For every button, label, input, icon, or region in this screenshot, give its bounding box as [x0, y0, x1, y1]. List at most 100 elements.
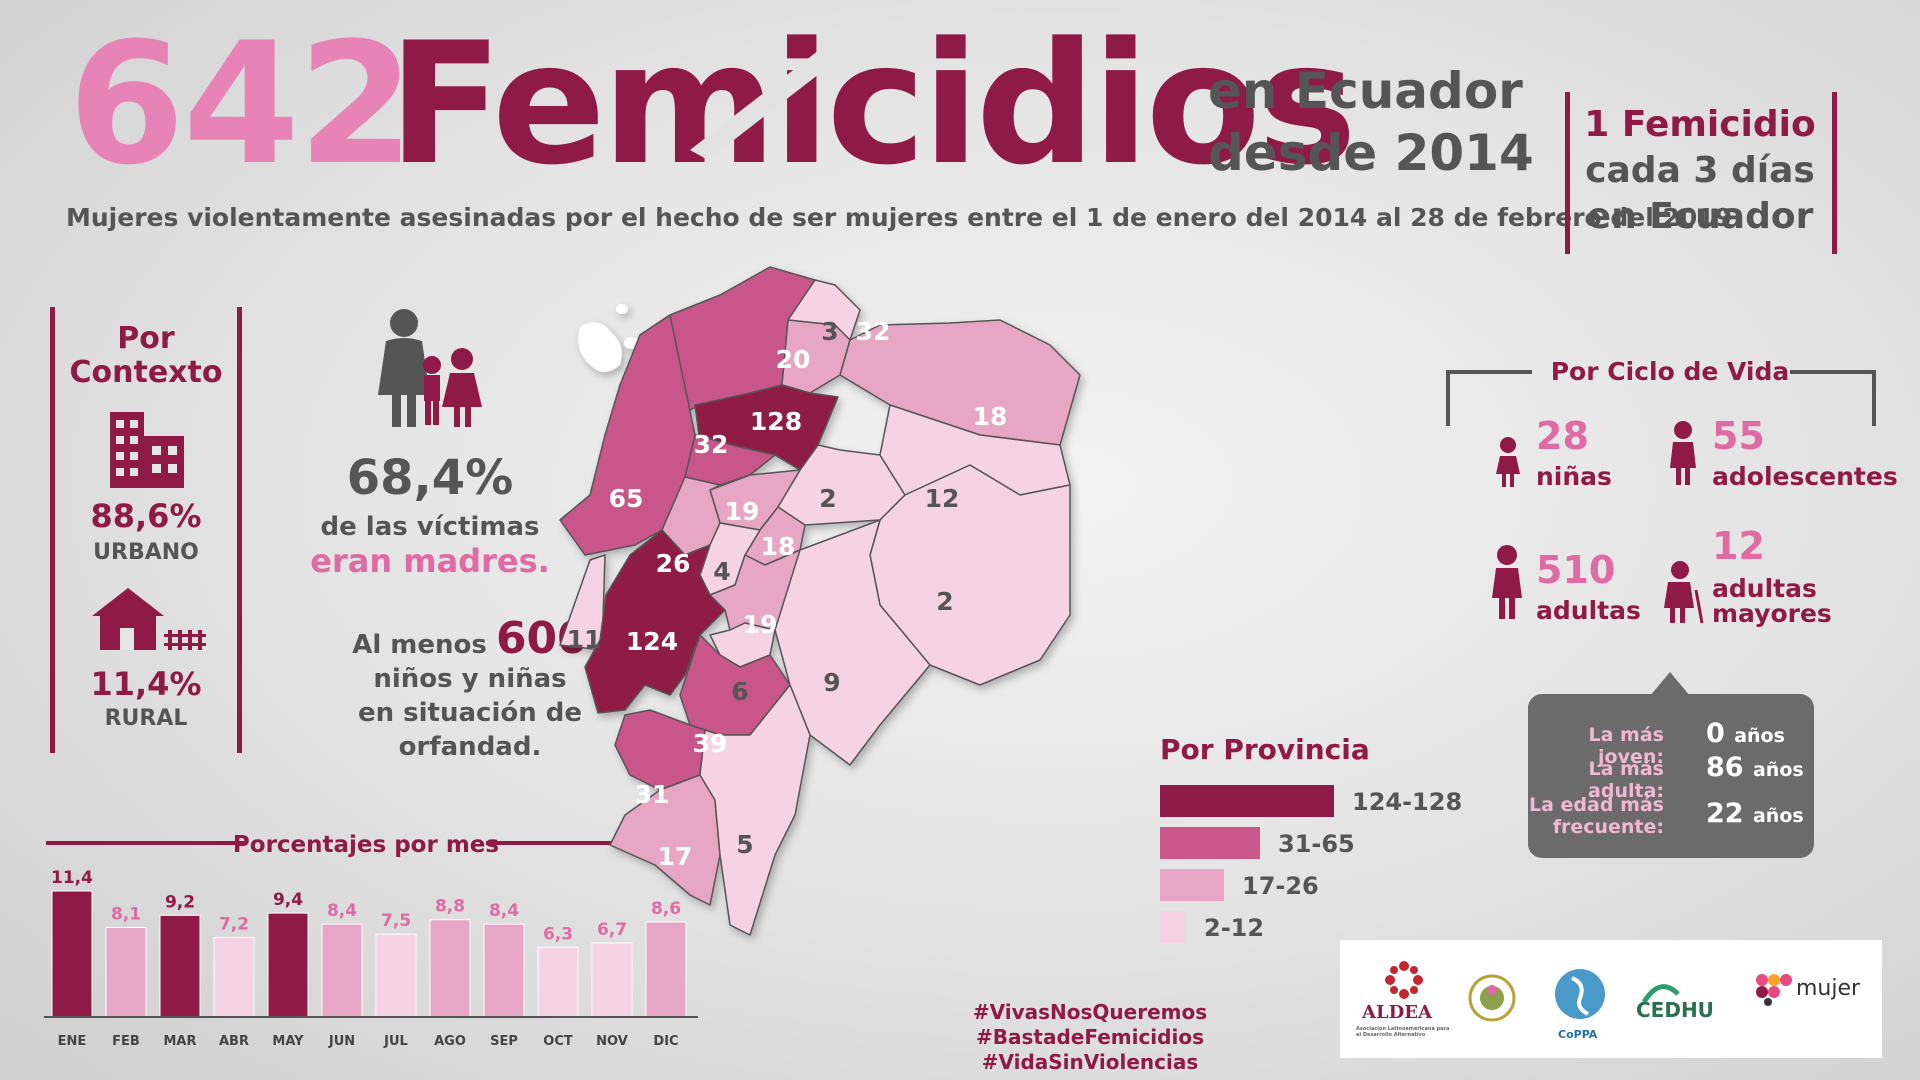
province-value-label: 19: [743, 610, 778, 639]
province-shape: [559, 314, 696, 556]
adult-icon: [1492, 545, 1522, 619]
legend-swatch: [1160, 869, 1224, 901]
province-value-label: 26: [656, 549, 691, 578]
bar-ene: [51, 890, 93, 1018]
adults-label: adultas: [1536, 596, 1641, 625]
frequent-num: 22: [1706, 798, 1744, 829]
girls-label: niñas: [1536, 462, 1612, 491]
box-pointer: [1650, 672, 1690, 696]
total-femicides: 642: [68, 6, 415, 202]
bar-value-label: 6,7: [597, 920, 627, 940]
legend-title: Por Provincia: [1160, 733, 1370, 766]
context-title-line2: Contexto: [69, 355, 223, 390]
bar-value-label: 6,3: [543, 924, 573, 944]
monthly-bar-chart: 11,4 ENE 8,1 FEB 9,2 MAR 7,2 ABR 9,4 MAY 8,4 JUN 7,5…: [44, 868, 698, 1049]
mothers-pct: 68,4%: [346, 450, 514, 506]
month-tick-label: MAR: [163, 1034, 196, 1049]
mothers-line2: eran madres.: [310, 542, 550, 580]
bar-mar: [159, 914, 201, 1018]
aldea-logo-subtitle: Asociación Latinoamericana para el Desar…: [1356, 1026, 1450, 1038]
teen-icon: [1670, 421, 1696, 485]
organization-logo-icon: [1468, 974, 1516, 1022]
month-tick-label: JUN: [328, 1034, 355, 1049]
elderly-label-line2: mayores: [1712, 599, 1832, 628]
month-tick-label: ENE: [58, 1034, 87, 1049]
legend-label: 2-12: [1204, 914, 1265, 942]
coppa-logo-text: CoPPA: [1558, 1028, 1598, 1041]
province-shape: [584, 529, 726, 714]
orphan-line2: niños y niñas: [373, 664, 567, 694]
bar-abr: [213, 936, 255, 1018]
bar-value-label: 7,5: [381, 911, 411, 931]
legend-swatch: [1160, 827, 1260, 859]
bar-value-label: 9,2: [165, 892, 195, 912]
rate-line3: en Ecuador: [1586, 196, 1814, 237]
province-value-label: 2: [819, 484, 836, 513]
orphan-line3: en situación de orfandad.: [357, 698, 583, 762]
province-value-label: 19: [725, 497, 760, 526]
hashtags-line1: #VivasNosQueremos #BastadeFemicidios: [972, 1000, 1208, 1049]
province-value-label: 6: [731, 677, 748, 706]
legend-swatch: [1160, 911, 1186, 943]
hashtags: #VivasNosQueremos #BastadeFemicidios #Vi…: [880, 1000, 1300, 1075]
month-tick-label: NOV: [596, 1034, 628, 1049]
legend-label: 31-65: [1278, 830, 1355, 858]
frequent-value: 22 años: [1706, 798, 1804, 829]
age-unit: años: [1734, 725, 1785, 747]
province-value-label: 9: [823, 668, 840, 697]
province-value-label: 20: [776, 345, 811, 374]
headline-word: Femicidios: [388, 6, 1357, 202]
rate-line1: 1 Femicidio: [1584, 104, 1816, 145]
subtitle-line1: en Ecuador: [1208, 62, 1523, 120]
rural-pct: 11,4%: [90, 665, 202, 703]
province-value-label: 32: [856, 317, 891, 346]
legend-label: 124-128: [1352, 788, 1463, 816]
age-unit: años: [1752, 759, 1804, 781]
building-icon: [110, 412, 184, 488]
province-value-label: 4: [713, 557, 730, 586]
month-tick-label: JUL: [383, 1034, 408, 1049]
mother-children-icon: [378, 309, 482, 427]
province-value-label: 5: [736, 830, 753, 859]
girl-icon: [1496, 437, 1520, 487]
oldest-value: 86 años: [1706, 752, 1804, 783]
bar-oct: [537, 946, 579, 1018]
teens-num: 55: [1712, 414, 1765, 458]
bar-value-label: 8,4: [489, 901, 519, 921]
life-cycle-bracket: [1446, 370, 1876, 426]
rate-block: 1 Femicidio cada 3 días en Ecuador: [1582, 102, 1818, 240]
month-tick-label: DIC: [653, 1034, 678, 1049]
urban-pct: 88,6%: [90, 497, 202, 535]
province-value-label: 3: [821, 317, 838, 346]
bar-value-label: 8,4: [327, 901, 357, 921]
headline-subtitle: en Ecuador desde 2014: [1208, 60, 1534, 184]
bar-feb: [105, 926, 147, 1018]
province-value-label: 32: [694, 430, 729, 459]
bar-sep: [483, 923, 525, 1018]
cedhu-logo-text: CEDHU: [1636, 998, 1714, 1022]
age-unit: años: [1752, 805, 1804, 827]
province-value-label: 65: [609, 484, 644, 513]
province-shape: [699, 684, 811, 936]
mujer-logo-icon: [1756, 974, 1792, 1006]
bar-dic: [645, 921, 687, 1018]
elderly-icon: [1664, 561, 1704, 624]
province-value-label: 18: [761, 532, 796, 561]
youngest-num: 0: [1706, 718, 1725, 749]
adults-num: 510: [1536, 548, 1616, 592]
monthly-chart-title: Porcentajes por mes: [233, 832, 499, 858]
age-stats-box: La más joven: 0 años La más adulta: 86 a…: [1528, 694, 1814, 858]
legend-label: 17-26: [1242, 872, 1319, 900]
youngest-label: La más joven:: [1588, 724, 1664, 768]
province-value-label: 124: [626, 627, 678, 656]
province-value-label: 2: [936, 587, 953, 616]
frequent-label: La edad más frecuente:: [1529, 794, 1664, 838]
province-value-label: 18: [973, 402, 1008, 431]
coppa-logo-icon: [1555, 969, 1605, 1019]
month-tick-label: SEP: [490, 1034, 518, 1049]
province-value-label: 31: [635, 780, 670, 809]
frequent-label-line2: frecuente:: [1552, 816, 1664, 838]
divider: [237, 307, 242, 753]
girls-num: 28: [1536, 414, 1589, 458]
elderly-label-line1: adultas: [1712, 574, 1817, 603]
